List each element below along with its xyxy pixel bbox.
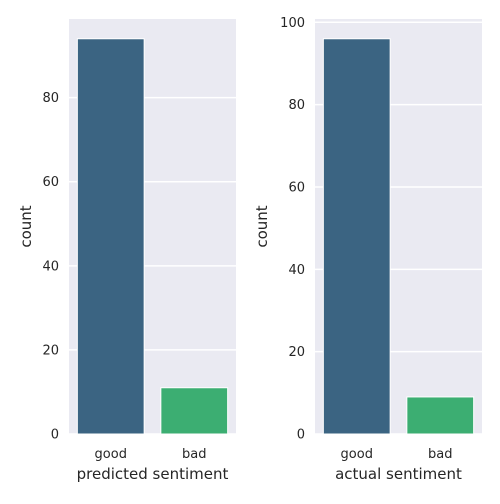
bar-bad (160, 387, 229, 435)
y-tick-label: 20 (42, 343, 59, 358)
bar-good (76, 38, 145, 435)
x-tick-label: bad (182, 447, 206, 462)
y-tick-label: 0 (297, 428, 305, 443)
x-tick-label: good (95, 447, 127, 462)
y-tick-label: 60 (288, 180, 305, 195)
y-tick-label: 40 (288, 263, 305, 278)
chart-panel-2: 0 20 40 60 80 100 good bad actual sentiment count (253, 16, 482, 483)
chart-panel-1: 0 20 40 60 80 good bad predicted sentiment count (17, 19, 236, 483)
y-tick-label: 40 (42, 259, 59, 274)
y-tick-label: 20 (288, 345, 305, 360)
bar-good (322, 38, 391, 435)
y-tick-label: 100 (280, 16, 305, 31)
x-axis-label: actual sentiment (335, 465, 462, 483)
bar-bad (406, 396, 475, 435)
y-tick-label: 80 (42, 91, 59, 106)
x-tick-label: good (341, 447, 373, 462)
x-axis-label: predicted sentiment (77, 465, 229, 483)
y-tick-label: 80 (288, 98, 305, 113)
y-tick-label: 60 (42, 175, 59, 190)
y-tick-label: 0 (51, 428, 59, 443)
y-axis-label: count (253, 205, 271, 247)
y-axis-label: count (17, 205, 35, 247)
x-tick-label: bad (428, 447, 452, 462)
